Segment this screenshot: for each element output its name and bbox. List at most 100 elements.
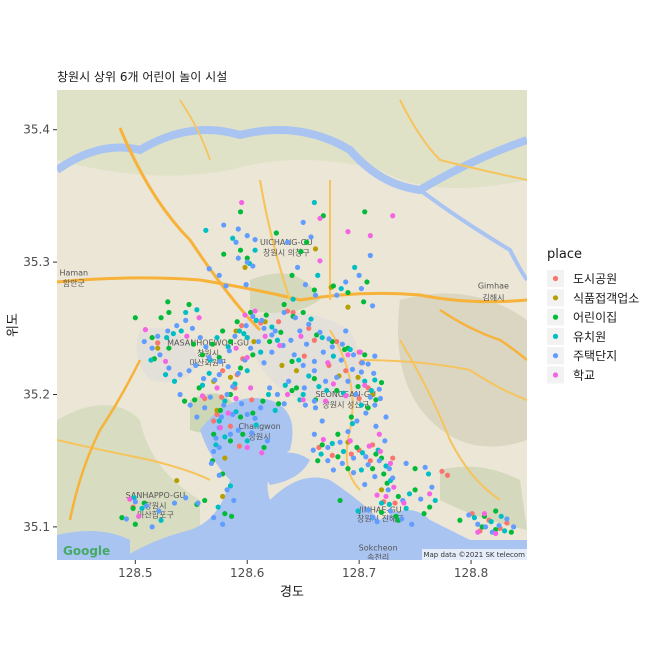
data-point [372, 353, 378, 359]
data-point [362, 378, 368, 384]
data-point [369, 303, 376, 309]
data-point [208, 460, 215, 466]
data-point [241, 331, 247, 337]
map-label: SANHAPPO-GU [126, 491, 186, 500]
data-point [242, 264, 248, 271]
data-point [216, 272, 222, 278]
data-point [158, 315, 164, 321]
data-point [220, 368, 226, 374]
data-point [378, 509, 385, 515]
y-tick-label: 35.3 [23, 255, 50, 269]
data-point [265, 391, 272, 398]
data-point [325, 458, 331, 464]
data-point [225, 410, 231, 416]
data-point [318, 451, 324, 457]
data-point [378, 379, 385, 386]
data-point [350, 455, 357, 461]
data-point [403, 505, 409, 511]
data-point [362, 352, 368, 358]
data-point [422, 464, 428, 470]
data-point [300, 219, 306, 225]
map-label: 함안군 [63, 278, 85, 288]
data-point [372, 473, 378, 480]
data-point [262, 333, 268, 339]
data-point [367, 394, 373, 400]
data-point [302, 282, 309, 288]
data-point [199, 393, 206, 399]
data-point [390, 475, 396, 481]
data-point [123, 516, 129, 522]
data-point [130, 505, 136, 511]
data-point [239, 323, 245, 329]
data-point [244, 444, 250, 451]
data-point [345, 229, 351, 235]
data-point [471, 515, 478, 521]
data-point [165, 299, 171, 305]
data-point [296, 357, 302, 363]
data-point [162, 372, 169, 378]
data-point [177, 372, 183, 378]
data-point [300, 362, 306, 368]
data-point [261, 360, 267, 366]
data-point [322, 398, 329, 404]
data-point [363, 454, 369, 460]
data-point [348, 451, 354, 457]
data-point [330, 283, 337, 289]
data-point [372, 402, 378, 408]
data-point [243, 282, 249, 288]
data-point [386, 466, 392, 472]
data-point [252, 247, 258, 253]
map-label: JINHAE-GU [358, 505, 402, 514]
map-label: MASANHOEWON-GU [167, 339, 249, 348]
data-point [235, 255, 241, 261]
data-point [363, 410, 369, 416]
data-point [244, 354, 250, 361]
data-point [250, 313, 256, 319]
data-point [232, 333, 238, 339]
data-point [298, 333, 304, 339]
data-point [220, 493, 226, 500]
data-point [312, 292, 319, 298]
data-point [367, 233, 373, 239]
data-point [235, 226, 241, 232]
legend-label: 도시공원 [573, 272, 617, 286]
data-point [391, 484, 397, 490]
data-point [320, 349, 326, 355]
data-point [261, 325, 267, 331]
data-point [212, 377, 218, 383]
data-point [259, 450, 265, 456]
data-point [306, 321, 312, 327]
data-point [350, 352, 357, 358]
data-point [326, 336, 332, 342]
data-point [252, 415, 258, 421]
data-point [339, 460, 345, 466]
data-point [297, 328, 303, 334]
data-point [197, 334, 203, 341]
data-point [300, 391, 306, 398]
data-point [311, 376, 317, 382]
data-point [275, 401, 282, 407]
data-point [427, 491, 433, 497]
data-point [311, 287, 317, 293]
data-point [412, 466, 418, 472]
data-point [319, 418, 325, 424]
data-point [382, 438, 388, 444]
data-point [255, 338, 262, 345]
data-point [498, 513, 504, 519]
data-point [303, 239, 310, 245]
data-point [273, 230, 279, 236]
data-point [374, 519, 380, 525]
map-label: 김해시 [482, 293, 504, 303]
data-point [362, 382, 368, 388]
data-point [226, 348, 232, 354]
legend-label: 주택단지 [573, 349, 617, 363]
data-point [237, 365, 244, 371]
data-point [223, 283, 229, 289]
map-attribution: Map data ©2021 SK telecom [423, 551, 525, 559]
data-point [200, 376, 207, 382]
data-point [247, 385, 254, 391]
data-point [157, 352, 163, 358]
data-point [401, 500, 407, 506]
data-point [192, 397, 198, 403]
